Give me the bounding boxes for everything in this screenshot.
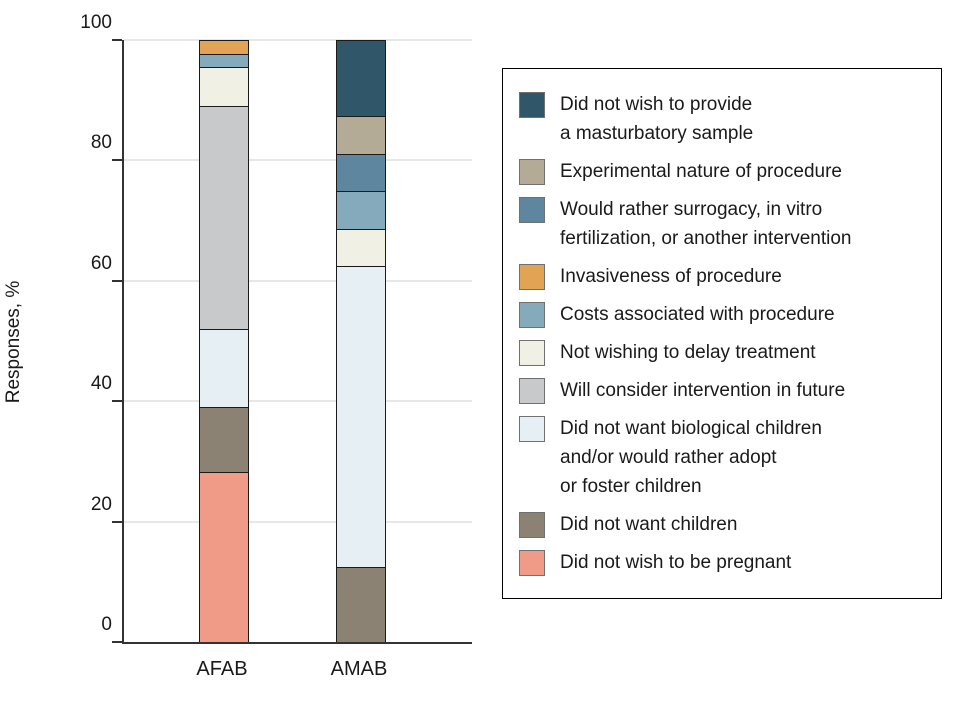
legend-label: Not wishing to delay treatment bbox=[560, 342, 816, 363]
legend-box: Did not wish to provide a masturbatory sa… bbox=[502, 68, 942, 599]
x-tick-label-amab: AMAB bbox=[330, 658, 388, 680]
gridline-80 bbox=[124, 159, 472, 162]
bar-segment bbox=[200, 41, 248, 55]
bar-segment bbox=[337, 566, 385, 642]
legend-item: Experimental nature of procedure bbox=[519, 157, 923, 186]
gridline-60 bbox=[124, 279, 472, 282]
y-tick-mark-0 bbox=[112, 641, 122, 643]
legend-swatch bbox=[519, 378, 545, 404]
legend-label: Invasiveness of procedure bbox=[560, 266, 782, 287]
legend-label: Would rather surrogacy, in vitro fertiliz… bbox=[560, 199, 852, 249]
x-tick-label-afab: AFAB bbox=[196, 658, 248, 680]
stacked-bar-amab bbox=[336, 40, 386, 642]
legend-label: Experimental nature of procedure bbox=[560, 161, 842, 182]
y-tick-label-100: 100 bbox=[80, 12, 112, 33]
y-tick-label-60: 60 bbox=[90, 252, 112, 274]
stacked-bar-afab bbox=[199, 40, 249, 642]
legend-item: Costs associated with procedure bbox=[519, 300, 923, 329]
plot-area: 0 20 40 60 80 100 bbox=[80, 13, 472, 644]
y-tick-mark-100 bbox=[112, 39, 122, 41]
y-tick-mark-20 bbox=[112, 520, 122, 523]
bar-segment bbox=[200, 328, 248, 407]
legend-label: Will consider intervention in future bbox=[560, 380, 846, 401]
legend-swatch bbox=[519, 550, 545, 576]
bar-segment bbox=[337, 266, 385, 567]
y-tick-label-20: 20 bbox=[90, 493, 112, 515]
legend-swatch bbox=[519, 302, 545, 328]
y-tick-mark-60 bbox=[112, 279, 122, 282]
bar-segment bbox=[200, 67, 248, 107]
legend-item: Did not want children bbox=[519, 510, 923, 539]
legend-swatch bbox=[519, 197, 545, 223]
legend-label: Did not want biological children and/or w… bbox=[560, 418, 822, 497]
legend-item: Did not want biological children and/or w… bbox=[519, 414, 923, 501]
y-axis-title: Responses, % bbox=[3, 280, 24, 404]
bar-segment bbox=[337, 228, 385, 267]
legend-item: Invasiveness of procedure bbox=[519, 262, 923, 291]
y-tick-label-40: 40 bbox=[90, 373, 112, 395]
legend-swatch bbox=[519, 416, 545, 442]
legend-item: Did not wish to be pregnant bbox=[519, 548, 923, 577]
y-tick-mark-80 bbox=[112, 159, 122, 162]
legend-label: Costs associated with procedure bbox=[560, 304, 835, 325]
legend-item: Not wishing to delay treatment bbox=[519, 338, 923, 367]
bar-segment bbox=[200, 106, 248, 329]
y-tick-label-0: 0 bbox=[101, 614, 112, 635]
legend-item: Would rather surrogacy, in vitro fertiliz… bbox=[519, 195, 923, 253]
legend-swatch bbox=[519, 92, 545, 118]
gridline-40 bbox=[124, 400, 472, 403]
legend-swatch bbox=[519, 340, 545, 366]
bar-segment bbox=[337, 153, 385, 192]
bar-segment bbox=[337, 191, 385, 229]
legend-label: Did not wish to provide a masturbatory sa… bbox=[560, 94, 754, 144]
bar-segment bbox=[200, 406, 248, 473]
y-tick-label-80: 80 bbox=[90, 132, 112, 154]
legend-item: Will consider intervention in future bbox=[519, 376, 923, 405]
legend-swatch bbox=[519, 512, 545, 538]
gridline-20 bbox=[124, 520, 472, 523]
y-tick-mark-40 bbox=[112, 400, 122, 403]
legend-swatch bbox=[519, 264, 545, 290]
bar-segment bbox=[200, 472, 248, 642]
bar-segment bbox=[337, 116, 385, 154]
legend-label: Did not want children bbox=[560, 514, 738, 535]
bar-segment bbox=[337, 41, 385, 117]
legend-swatch bbox=[519, 159, 545, 185]
gridline-100 bbox=[124, 39, 472, 41]
bar-segment bbox=[200, 54, 248, 68]
legend-item: Did not wish to provide a masturbatory sa… bbox=[519, 90, 923, 148]
legend-label: Did not wish to be pregnant bbox=[560, 552, 792, 573]
